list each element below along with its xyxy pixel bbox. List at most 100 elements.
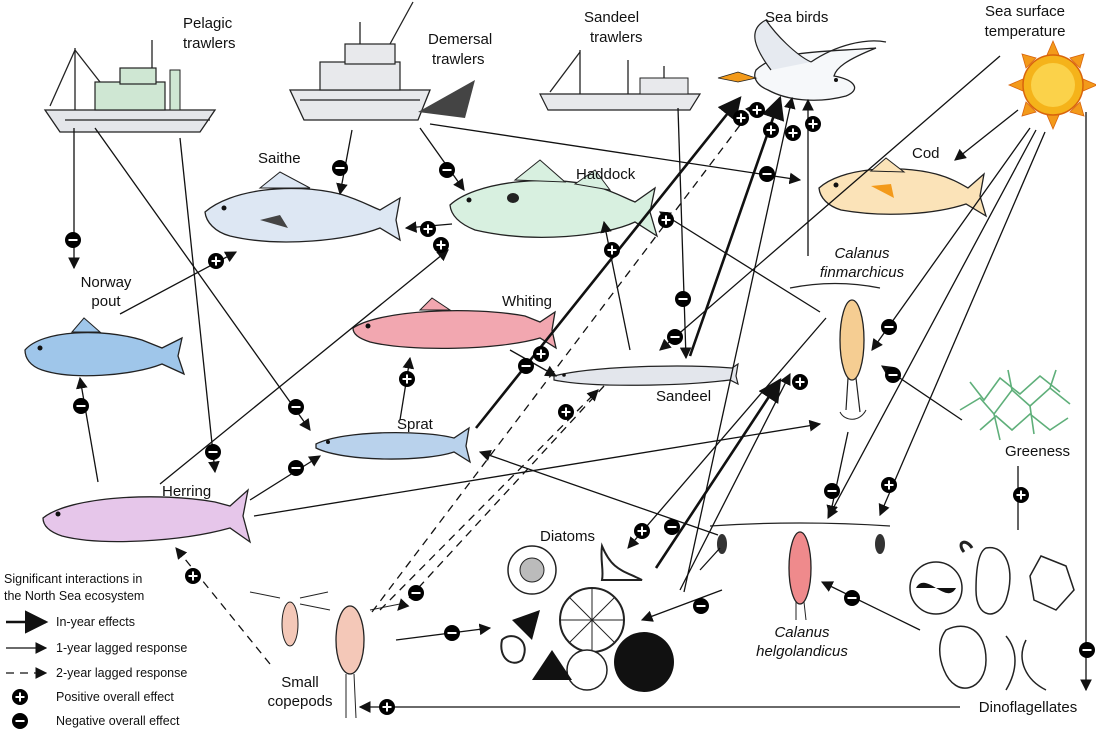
positive-effect-marker bbox=[762, 121, 780, 139]
small-copepods-icon bbox=[249, 591, 401, 719]
arrow-sst-to-dinoflagellates bbox=[878, 131, 1046, 517]
arrow-diatoms-to-seabirds bbox=[683, 96, 796, 593]
legend-in-year-label: In-year effects bbox=[56, 615, 135, 629]
negative-effect-marker bbox=[72, 397, 90, 415]
negative-effect-marker bbox=[438, 161, 456, 179]
label-small-copepods: Small copepods bbox=[267, 674, 332, 710]
positive-effect-marker bbox=[378, 698, 396, 716]
negative-effect-marker bbox=[674, 290, 692, 308]
label-sandeel-trawlers: Sandeel trawlers bbox=[584, 9, 643, 46]
calanus-finmarchicus-icon bbox=[789, 282, 881, 420]
legend-lag1-label: 1-year lagged response bbox=[56, 641, 187, 655]
arrow-herring-to-finmarchicus bbox=[253, 419, 822, 517]
arrow-sst-to-sandeel-line bbox=[659, 55, 1001, 351]
label-haddock: Haddock bbox=[576, 166, 636, 183]
sandeel-trawler-icon bbox=[539, 50, 702, 111]
negative-effect-marker bbox=[64, 231, 82, 249]
label-pelagic-trawlers: Pelagic trawlers bbox=[183, 15, 236, 52]
label-sea-surface-temperature: Sea surface temperature bbox=[985, 3, 1066, 40]
arrow-diatoms-to-helgolandicus bbox=[699, 547, 721, 571]
negative-effect-marker bbox=[331, 159, 349, 177]
negative-effect-marker bbox=[843, 589, 861, 607]
arrow-diatoms-to-sandeel bbox=[654, 378, 782, 569]
herring-fish-icon bbox=[42, 488, 252, 544]
arrow-small-copepods-to-herring bbox=[175, 547, 271, 665]
arrow-sandeel-to-seabirds bbox=[688, 95, 785, 357]
arrow-herring-to-haddock bbox=[159, 249, 449, 485]
pelagic-trawler-icon bbox=[43, 40, 217, 133]
label-diatoms: Diatoms bbox=[540, 528, 595, 545]
arrow-demersal-to-saithe bbox=[336, 129, 353, 196]
legend-negative-marker bbox=[11, 712, 29, 730]
positive-effect-marker bbox=[603, 241, 621, 259]
node-labels: Pelagic trawlers Demersal trawlers Sandeel… bbox=[81, 3, 1078, 716]
arrow-sandeel-trawler-to-sandeel bbox=[677, 107, 692, 360]
negative-effect-marker bbox=[204, 443, 222, 461]
arrow-pelagic-to-herring bbox=[179, 137, 220, 474]
algae-icon bbox=[959, 369, 1071, 441]
arrow-small-copepods-to-diatoms bbox=[395, 623, 492, 641]
positive-effect-marker bbox=[432, 236, 450, 254]
demersal-trawler-icon bbox=[288, 1, 475, 121]
label-greeness: Greeness bbox=[1005, 443, 1070, 460]
positive-effect-marker bbox=[657, 211, 675, 229]
label-sea-birds: Sea birds bbox=[765, 9, 828, 26]
legend-title: Significant interactions in the North Sea… bbox=[4, 572, 144, 603]
arrow-diatoms-to-finmarchicus bbox=[679, 372, 791, 591]
positive-effect-marker bbox=[207, 252, 225, 270]
label-norway-pout: Norway pout bbox=[81, 274, 132, 310]
cod-fish-icon bbox=[818, 157, 988, 218]
negative-effect-marker bbox=[517, 357, 535, 375]
negative-effect-marker bbox=[443, 624, 461, 642]
norway-pout-fish-icon bbox=[24, 317, 186, 377]
arrow-sst-to-helgolandicus bbox=[827, 129, 1037, 520]
negative-effect-marker bbox=[880, 318, 898, 336]
positive-effect-marker bbox=[784, 124, 802, 142]
arrow-finmarchicus-to-diatoms bbox=[627, 317, 827, 549]
legend-positive-label: Positive overall effect bbox=[56, 690, 174, 704]
arrow-helgolandicus-to-diatoms bbox=[640, 589, 723, 622]
negative-effect-marker bbox=[407, 584, 425, 602]
negative-effect-marker bbox=[287, 398, 305, 416]
positive-effect-marker bbox=[532, 345, 550, 363]
positive-effect-marker bbox=[419, 220, 437, 238]
negative-effect-marker bbox=[692, 597, 710, 615]
label-sandeel: Sandeel bbox=[656, 388, 711, 405]
arrow-finmarchicus-to-haddock bbox=[659, 211, 821, 313]
arrow-finmarchicus-to-helgolandicus bbox=[826, 431, 849, 518]
label-cod: Cod bbox=[912, 145, 940, 162]
negative-effect-marker bbox=[758, 165, 776, 183]
positive-effect-marker bbox=[748, 101, 766, 119]
whiting-fish-icon bbox=[352, 297, 557, 350]
positive-effect-marker bbox=[732, 109, 750, 127]
arrow-sst-to-finmarchicus bbox=[871, 127, 1031, 351]
negative-effect-marker bbox=[287, 459, 305, 477]
dinoflagellate-icon bbox=[909, 540, 1075, 691]
label-whiting: Whiting bbox=[502, 293, 552, 310]
legend: Significant interactions in the North Sea… bbox=[4, 572, 187, 730]
positive-effect-marker bbox=[1012, 486, 1030, 504]
interaction-arrows bbox=[68, 55, 1092, 713]
arrow-small-copepods-to-sandeel bbox=[379, 389, 599, 611]
positive-effect-marker bbox=[633, 522, 651, 540]
label-herring: Herring bbox=[162, 483, 211, 500]
negative-effect-marker bbox=[823, 482, 841, 500]
arrow-sst-to-cod bbox=[954, 109, 1019, 161]
arrow-demersal-to-haddock bbox=[419, 127, 465, 191]
label-saithe: Saithe bbox=[258, 150, 301, 167]
label-calanus-finmarchicus: Calanus finmarchicus bbox=[820, 245, 905, 281]
arrow-sprat-to-seabirds bbox=[474, 96, 742, 429]
negative-effect-marker bbox=[663, 518, 681, 536]
arrow-pelagic-to-sprat bbox=[94, 127, 311, 431]
positive-effect-marker bbox=[880, 476, 898, 494]
arrow-sandeel-to-small-copepods bbox=[397, 385, 605, 611]
arrow-demersal-to-cod bbox=[429, 123, 802, 185]
positive-effect-marker bbox=[791, 373, 809, 391]
label-sprat: Sprat bbox=[397, 416, 434, 433]
positive-effect-marker bbox=[557, 403, 575, 421]
label-demersal-trawlers: Demersal trawlers bbox=[428, 31, 492, 68]
legend-negative-label: Negative overall effect bbox=[56, 714, 180, 728]
negative-effect-marker bbox=[884, 366, 902, 384]
label-dinoflagellates: Dinoflagellates bbox=[979, 699, 1077, 716]
